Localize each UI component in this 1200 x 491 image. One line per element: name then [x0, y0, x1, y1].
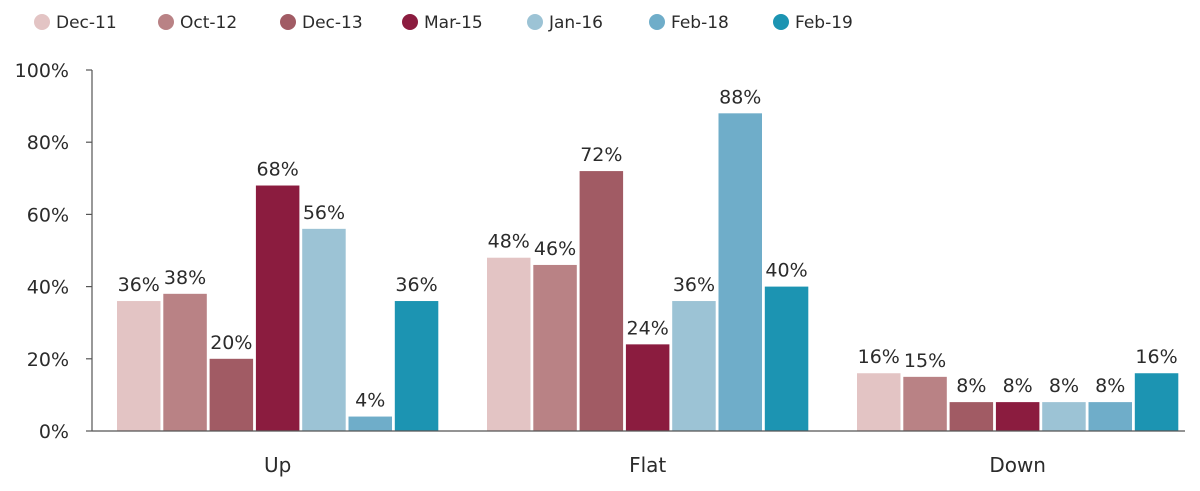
data-label: 46% [534, 238, 576, 260]
bar [579, 171, 624, 431]
legend-item: Dec-13 [280, 13, 363, 33]
data-label: 15% [904, 350, 946, 372]
y-tick-label: 0% [39, 421, 69, 443]
bar [1088, 402, 1132, 431]
y-tick-label: 80% [27, 132, 69, 154]
data-label: 40% [765, 260, 807, 282]
data-label: 48% [488, 231, 530, 253]
data-label: 16% [858, 346, 900, 368]
data-label: 16% [1135, 346, 1177, 368]
legend-swatch [402, 14, 418, 30]
bar [394, 301, 439, 431]
legend-item: Feb-18 [649, 13, 729, 33]
bar [1134, 373, 1179, 431]
bar [255, 185, 300, 431]
x-category-label: Down [989, 453, 1046, 477]
bar [718, 113, 762, 431]
category-group: 36% 38%20%68%56%4%36% [117, 159, 439, 431]
data-label: 36% [118, 274, 160, 296]
y-axis: 0% 20% 40% 60% 80% 100% [15, 60, 93, 443]
data-label: 8% [956, 375, 986, 397]
legend-swatch [158, 14, 174, 30]
data-label: 4% [355, 390, 385, 412]
x-category-label: Flat [629, 453, 666, 477]
bar [487, 257, 531, 431]
bar [163, 293, 207, 431]
legend-swatch [649, 14, 665, 30]
data-label: 36% [673, 274, 715, 296]
legend-label: Mar-15 [424, 13, 483, 33]
legend-item: Dec-11 [34, 13, 117, 33]
data-label: 24% [627, 317, 669, 339]
category-group: 16% 15%8% 8% 8% 8%16% [857, 346, 1179, 431]
bar [949, 402, 994, 431]
legend-item: Oct-12 [158, 13, 237, 33]
bar [903, 376, 947, 431]
data-label: 68% [257, 159, 299, 181]
legend-swatch [280, 14, 296, 30]
bar [672, 301, 716, 431]
y-tick-label: 40% [27, 277, 69, 299]
bar [764, 286, 809, 431]
bar [209, 358, 254, 431]
y-tick-label: 100% [15, 60, 69, 82]
x-axis: Up Flat Down [92, 430, 1185, 477]
bar [348, 416, 392, 431]
legend-swatch [527, 14, 543, 30]
data-label: 8% [1049, 375, 1079, 397]
data-label: 56% [303, 202, 345, 224]
legend-item: Jan-16 [527, 13, 603, 33]
legend-item: Feb-19 [773, 13, 853, 33]
bar [1042, 402, 1086, 431]
data-label: 38% [164, 267, 206, 289]
legend-swatch [773, 14, 789, 30]
bar [117, 301, 161, 431]
data-label: 20% [210, 332, 252, 354]
data-label: 72% [580, 144, 622, 166]
category-group: 48% 46% 72% 24%36% 88% 40% [487, 86, 809, 431]
y-tick-label: 60% [27, 204, 69, 226]
bar [995, 402, 1040, 431]
x-category-label: Up [264, 453, 291, 477]
bar [533, 264, 577, 431]
legend-label: Feb-18 [671, 13, 729, 33]
legend-label: Dec-11 [56, 13, 117, 33]
legend-swatch [34, 14, 50, 30]
bar [857, 373, 901, 431]
legend: Dec-11 Oct-12 Dec-13 Mar-15 Jan-16 Feb-18 Feb-… [34, 13, 853, 33]
plot-area: 36% 38%20%68%56%4%36%48% 46%72%24%36%88%40… [117, 86, 1179, 431]
legend-label: Oct-12 [180, 13, 237, 33]
legend-item: Mar-15 [402, 13, 483, 33]
bar [625, 344, 670, 431]
data-label: 8% [1095, 375, 1125, 397]
legend-label: Dec-13 [302, 13, 363, 33]
bar [302, 228, 346, 431]
legend-label: Jan-16 [548, 13, 603, 33]
legend-label: Feb-19 [795, 13, 853, 33]
data-label: 36% [395, 274, 437, 296]
y-tick-label: 20% [27, 349, 69, 371]
data-label: 8% [1003, 375, 1033, 397]
data-label: 88% [719, 86, 761, 108]
